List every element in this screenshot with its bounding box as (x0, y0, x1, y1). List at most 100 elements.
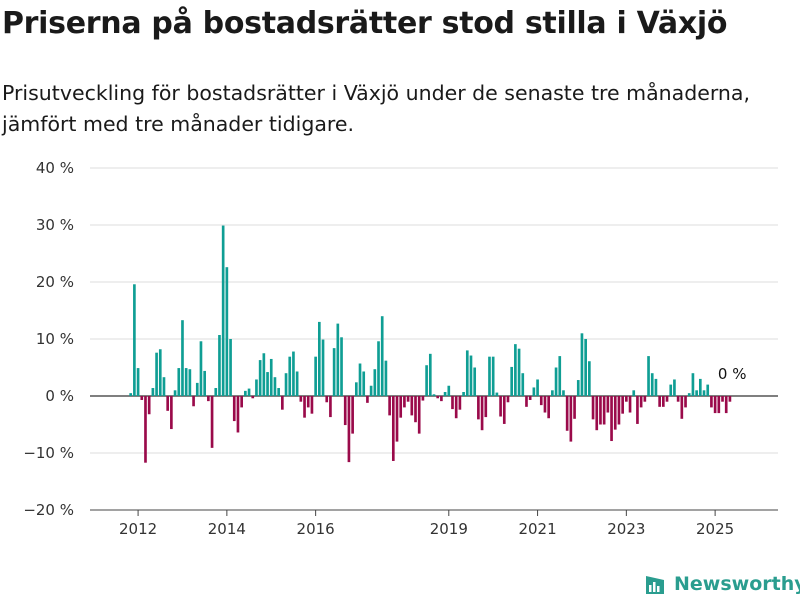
bar (584, 339, 587, 396)
bar (654, 378, 658, 396)
bar (366, 396, 369, 403)
bar (358, 363, 362, 396)
bar (569, 396, 573, 442)
bar (506, 396, 510, 403)
y-tick-label: 30 % (36, 216, 74, 234)
bar (480, 396, 484, 431)
bar (318, 321, 321, 396)
bar (684, 396, 687, 408)
bar (499, 396, 502, 417)
bar (591, 396, 595, 420)
bar (606, 396, 610, 413)
bar (713, 396, 717, 414)
bar (354, 382, 358, 396)
bar (425, 365, 428, 396)
bar (440, 396, 443, 402)
bar (281, 396, 284, 410)
bar (662, 396, 665, 407)
bar (399, 396, 403, 418)
bar (473, 367, 477, 396)
bar (695, 390, 698, 396)
bar (673, 379, 676, 396)
bar (706, 384, 710, 396)
bar (665, 396, 669, 402)
bar (251, 396, 255, 399)
bar (388, 396, 391, 416)
bar (613, 396, 617, 430)
y-tick-label: −10 % (23, 444, 74, 462)
bar (292, 351, 295, 396)
chart-title: Priserna på bostadsrätter stod stilla i … (2, 6, 728, 41)
bar (724, 396, 728, 414)
bar (184, 368, 188, 396)
bar (428, 353, 432, 396)
bar (181, 320, 184, 396)
bar (517, 348, 521, 396)
bar (284, 373, 288, 396)
bar (221, 225, 225, 396)
bar (166, 396, 170, 411)
x-tick-label: 2025 (696, 520, 734, 538)
bar (288, 356, 292, 396)
bar (351, 396, 354, 434)
bar (195, 382, 199, 396)
bar (599, 396, 602, 425)
bar (384, 360, 388, 396)
bar (299, 396, 303, 402)
bar (162, 377, 166, 396)
bar (521, 373, 525, 396)
bar (632, 390, 636, 396)
bar (462, 392, 465, 396)
bar (314, 356, 317, 396)
bar (643, 396, 647, 402)
bar (484, 396, 488, 418)
bar (199, 341, 203, 396)
bar (266, 372, 269, 396)
bar (244, 390, 247, 396)
y-tick-label: 10 % (36, 330, 74, 348)
bar (532, 387, 536, 396)
bar (155, 352, 158, 396)
bar (488, 356, 491, 396)
bar (203, 370, 206, 396)
bar (458, 396, 462, 410)
bar (207, 396, 210, 402)
bar (539, 396, 543, 406)
bar (373, 369, 377, 396)
bar (477, 396, 480, 420)
bar (636, 396, 639, 424)
bar (698, 378, 702, 396)
bar (562, 390, 565, 396)
bars (129, 225, 732, 463)
bar (192, 396, 195, 407)
bar (554, 367, 558, 396)
bar (680, 396, 684, 419)
bar (340, 337, 343, 396)
bar (247, 388, 251, 396)
bar (702, 390, 706, 396)
bar (465, 350, 469, 396)
bar (240, 396, 243, 408)
bar (336, 323, 340, 396)
bar (658, 396, 661, 407)
bar (362, 371, 366, 396)
bar (133, 284, 136, 396)
bar (491, 356, 495, 396)
bar (414, 396, 417, 423)
bar (580, 333, 584, 396)
bar (588, 361, 591, 396)
bar (269, 358, 273, 396)
bar (510, 366, 514, 396)
x-tick-label: 2016 (297, 520, 335, 538)
bar (710, 396, 713, 408)
bar (417, 396, 421, 434)
bar (447, 385, 451, 396)
y-tick-label: 0 % (45, 387, 74, 405)
bar (236, 396, 240, 433)
bar (421, 396, 425, 401)
bar (295, 371, 299, 396)
bar (443, 392, 447, 396)
bar (277, 388, 280, 396)
bar (469, 355, 473, 396)
bar (218, 335, 221, 396)
